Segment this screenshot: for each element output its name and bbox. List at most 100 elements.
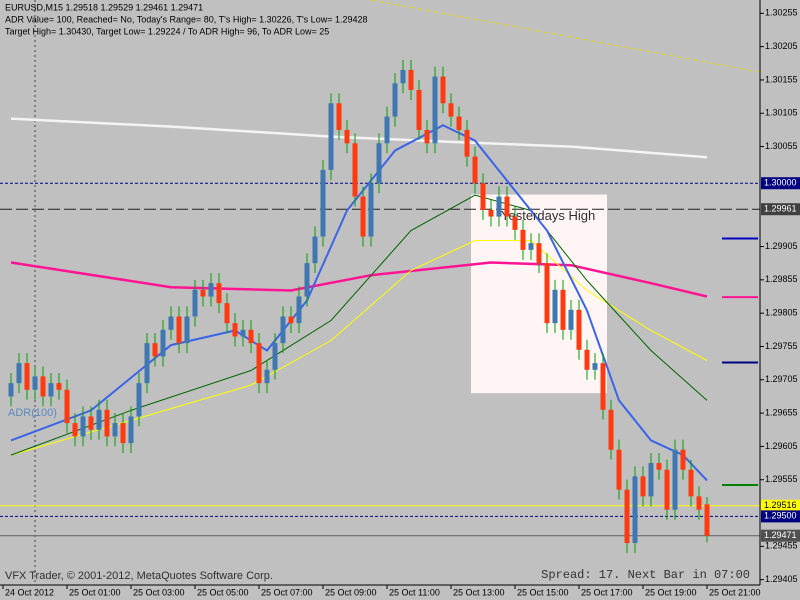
x-tick-label: 25 Oct 15:00	[517, 587, 569, 597]
candle-body	[600, 363, 606, 410]
x-tick-label: 25 Oct 19:00	[645, 587, 697, 597]
y-tick-label: 1.29705	[765, 374, 798, 384]
candle-body	[232, 323, 238, 337]
box-label: Yesterdays High	[501, 208, 595, 223]
x-tick-label: 25 Oct 09:00	[325, 587, 377, 597]
level-label: 1.30000	[764, 178, 797, 188]
candle-body	[632, 476, 638, 544]
y-tick-label: 1.29805	[765, 308, 798, 318]
y-tick-label: 1.30155	[765, 74, 798, 84]
candle-body	[640, 476, 646, 497]
candle-body	[672, 449, 678, 510]
candle-body	[352, 143, 358, 197]
level-label: 1.29961	[764, 204, 797, 214]
candle-body	[328, 103, 334, 170]
candle-body	[592, 363, 598, 370]
candle-body	[112, 423, 118, 437]
candle-body	[80, 416, 86, 437]
candle-body	[184, 316, 190, 344]
candle-body	[392, 83, 398, 117]
candle-body	[248, 329, 254, 344]
level-label-bg	[761, 203, 800, 216]
y-tick-label: 1.29555	[765, 474, 798, 484]
candle-body	[176, 316, 182, 344]
y-tick-label: 1.29405	[765, 574, 798, 584]
moving-average	[10, 194, 708, 456]
moving-average	[10, 117, 708, 159]
x-tick-label: 25 Oct 17:00	[581, 587, 633, 597]
candle-body	[104, 409, 110, 437]
y-tick-label: 1.29455	[765, 541, 798, 551]
y-tick-label: 1.29855	[765, 274, 798, 284]
y-tick-label: 1.29905	[765, 241, 798, 251]
level-label-bg	[761, 529, 800, 542]
candle-body	[128, 416, 134, 444]
candle-body	[40, 376, 46, 397]
candle-body	[136, 383, 142, 417]
candle-body	[8, 383, 14, 397]
candle-body	[200, 289, 206, 297]
candle-body	[384, 116, 390, 144]
level-label: 1.29500	[764, 511, 797, 521]
candle-body	[376, 143, 382, 184]
candle-body	[440, 76, 446, 104]
candle-body	[648, 463, 654, 497]
candle-body	[424, 129, 430, 144]
header-line: EURUSD,M15 1.29518 1.29529 1.29461 1.294…	[5, 2, 203, 12]
candle-body	[144, 343, 150, 384]
candle-body	[696, 496, 702, 510]
candle-body	[56, 383, 62, 390]
level-label: 1.29516	[764, 500, 797, 510]
candle-body	[704, 504, 710, 536]
trend-line	[370, 0, 764, 74]
candle-body	[304, 263, 310, 297]
candle-body	[320, 169, 326, 237]
candle-body	[240, 329, 246, 337]
candle-body	[416, 89, 422, 130]
candle-body	[528, 243, 534, 250]
footer-left: VFX Trader, © 2001-2012, MetaQuotes Soft…	[5, 570, 273, 582]
candle-body	[616, 449, 622, 490]
candle-body	[368, 183, 374, 237]
candle-body	[120, 423, 126, 444]
candle-body	[256, 343, 262, 384]
x-tick-label: 25 Oct 03:00	[133, 587, 185, 597]
candle-body	[272, 343, 278, 370]
candle-body	[264, 369, 270, 384]
candle-body	[624, 489, 630, 544]
candle-body	[216, 283, 222, 304]
candle-body	[520, 229, 526, 250]
footer-right: Spread: 17. Next Bar in 07:00	[541, 568, 750, 582]
candle-body	[64, 389, 70, 424]
x-tick-label: 24 Oct 2012	[5, 587, 54, 597]
candle-body	[296, 296, 302, 324]
candle-body	[608, 409, 614, 450]
y-tick-label: 1.29755	[765, 341, 798, 351]
candle-body	[152, 343, 158, 357]
annotation: ADR(100)	[8, 407, 57, 419]
x-tick-label: 25 Oct 05:00	[197, 587, 249, 597]
x-tick-label: 25 Oct 21:00	[709, 587, 761, 597]
candle-body	[160, 329, 166, 357]
y-tick-label: 1.29605	[765, 441, 798, 451]
level-label-bg	[761, 499, 800, 512]
candle-body	[288, 316, 294, 324]
candle-body	[656, 463, 662, 470]
candle-body	[576, 309, 582, 350]
candle-body	[504, 196, 510, 217]
candle-body	[432, 76, 438, 144]
level-label-bg	[761, 510, 800, 523]
candle-body	[568, 309, 574, 330]
candle-body	[664, 469, 670, 510]
header-line: ADR Value= 100, Reached= No, Today's Ran…	[5, 14, 367, 24]
candle-body	[680, 449, 686, 470]
candle-body	[280, 316, 286, 344]
candle-body	[336, 103, 342, 130]
candle-body	[48, 383, 54, 397]
range-box	[471, 194, 607, 394]
candle-body	[480, 183, 486, 210]
level-label-bg	[761, 177, 800, 190]
